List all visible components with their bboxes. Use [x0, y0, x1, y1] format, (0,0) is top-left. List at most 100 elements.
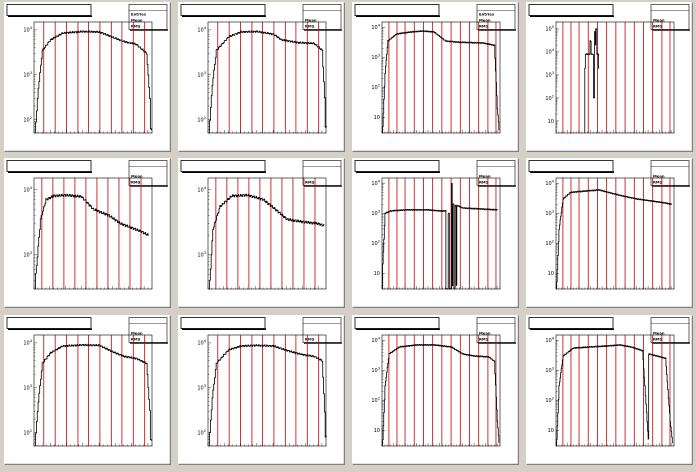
wire-marker-lines	[388, 178, 497, 289]
y-tick-label: 10	[548, 119, 554, 125]
stats-label-rms: RMS	[479, 337, 489, 342]
stats-label-rms: RMS	[131, 337, 141, 342]
pad-bevel-light	[4, 2, 171, 152]
stats-box-shadow	[478, 342, 516, 344]
pad-bevel-dark	[526, 2, 693, 152]
histogram-line	[209, 193, 325, 289]
title-box-shadow	[8, 15, 92, 17]
title-box-frame	[528, 4, 614, 16]
x-axis	[555, 130, 675, 133]
y-tick-label: 102	[23, 429, 32, 437]
pad-bevel-light	[352, 158, 519, 308]
stats-box-frame	[302, 4, 342, 30]
pad-bevel-dark	[352, 158, 519, 308]
stats-box-shadow	[304, 185, 342, 187]
y-tick-label: 103	[545, 71, 554, 79]
title-box	[6, 4, 92, 17]
y-axis: 104 103 102	[23, 339, 37, 447]
stats-box-frame	[302, 317, 342, 343]
plot-frame	[207, 21, 327, 134]
histogram-line	[556, 344, 673, 446]
pad-bevel-light	[178, 315, 345, 465]
y-axis: 104 103 102 10	[371, 24, 385, 134]
title-box	[6, 317, 92, 330]
stats-box-shadow	[652, 29, 690, 31]
histogram-line	[209, 30, 327, 133]
stats-label-mean: Mean	[653, 174, 665, 179]
title-box	[528, 4, 614, 17]
title-box	[354, 317, 440, 330]
x-axis	[381, 443, 501, 446]
title-box-shadow	[356, 328, 440, 330]
y-axis: 104 103 102 10	[545, 180, 559, 290]
stats-label-mean: Mean	[479, 18, 491, 23]
stats-label-mean: Mean	[131, 331, 143, 336]
pad-bevel-light	[526, 315, 693, 465]
stats-box-frame	[128, 4, 168, 30]
pad-bevel-light	[526, 2, 693, 152]
pad-bevel-dark	[4, 2, 171, 152]
pad-bevel-dark	[178, 315, 345, 465]
y-tick-label: 104	[23, 26, 32, 34]
title-box-shadow	[530, 171, 614, 173]
y-tick-label: 103	[371, 367, 380, 375]
y-axis: 105 104 103 102 10	[545, 21, 559, 134]
pad-bevel-light	[526, 158, 693, 308]
plot-frame	[33, 21, 153, 134]
y-tick-label: 104	[23, 339, 32, 347]
title-box-shadow	[8, 171, 92, 173]
x-axis	[207, 286, 327, 289]
y-tick-label: 102	[371, 397, 380, 405]
y-tick-label: 104	[23, 186, 32, 194]
stats-box-shadow	[652, 185, 690, 187]
y-tick-label: 103	[197, 71, 206, 79]
y-tick-label: 102	[197, 116, 206, 124]
pad-bevel-dark	[526, 315, 693, 465]
title-box-frame	[528, 160, 614, 172]
y-tick-label: 103	[371, 54, 380, 62]
plot-frame	[381, 334, 501, 447]
plot-frame	[381, 21, 501, 134]
x-axis	[555, 286, 675, 289]
plot-frame	[33, 334, 153, 447]
y-tick-label: 104	[197, 186, 206, 194]
x-axis	[207, 443, 327, 446]
title-box	[6, 160, 92, 173]
y-tick-label: 104	[545, 180, 554, 188]
y-tick-label: 103	[545, 367, 554, 375]
histogram-line	[35, 30, 152, 133]
title-box	[180, 160, 266, 173]
stats-box-shadow	[130, 29, 168, 31]
histogram-line	[35, 343, 152, 446]
title-box	[528, 317, 614, 330]
y-tick-label: 104	[545, 337, 554, 345]
y-tick-label: 103	[371, 210, 380, 218]
pad-bevel-light	[178, 158, 345, 308]
title-box-frame	[354, 4, 440, 16]
stats-box-shadow	[130, 185, 168, 187]
y-tick-label: 103	[197, 384, 206, 392]
title-box-frame	[6, 160, 92, 172]
histogram-line	[556, 189, 672, 289]
plot-frame	[381, 177, 501, 290]
wire-marker-lines	[562, 178, 671, 289]
wire-marker-lines	[562, 335, 671, 446]
stats-label-rms: RMS	[131, 24, 141, 29]
histogram-line	[209, 344, 327, 446]
plot-frame	[207, 334, 327, 447]
stats-label-rms: RMS	[653, 24, 663, 29]
pad-bevel-dark	[4, 158, 171, 308]
y-tick-label: 104	[197, 339, 206, 347]
wire-marker-lines	[43, 22, 146, 133]
